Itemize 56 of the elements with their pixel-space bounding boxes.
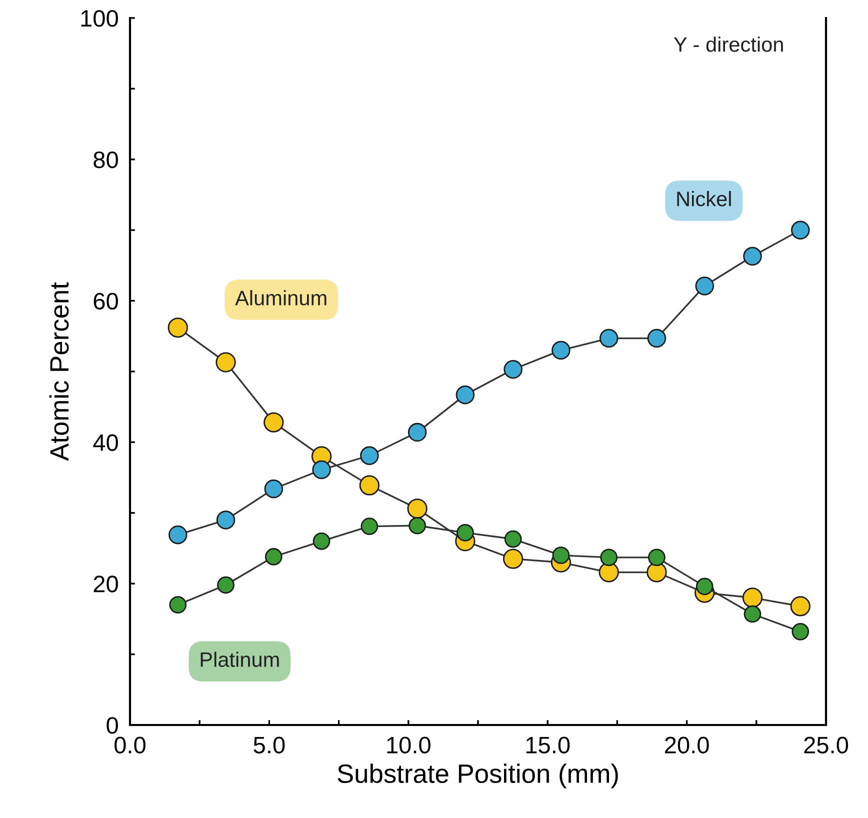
point xyxy=(408,422,427,442)
point xyxy=(599,328,618,348)
point xyxy=(216,510,236,530)
point xyxy=(312,460,331,480)
x-tick-label: 15.0 xyxy=(526,736,570,754)
point xyxy=(407,498,428,519)
point xyxy=(695,276,714,296)
point xyxy=(647,328,666,348)
point xyxy=(503,548,524,569)
x-tick-label: 5.0 xyxy=(254,736,285,754)
y-tick-label: 0 xyxy=(106,717,118,734)
point xyxy=(791,220,810,240)
point xyxy=(408,516,426,534)
y-tick-label: 20 xyxy=(94,576,118,592)
point xyxy=(742,588,763,608)
point xyxy=(168,318,188,338)
point xyxy=(552,546,570,564)
point xyxy=(744,605,762,623)
point xyxy=(264,479,284,498)
point xyxy=(360,446,379,466)
point xyxy=(168,525,188,544)
point xyxy=(217,576,234,594)
point xyxy=(600,548,618,566)
point xyxy=(264,548,282,566)
y-tick-label: 100 xyxy=(81,10,118,27)
point xyxy=(504,530,522,548)
point xyxy=(552,340,570,360)
point xyxy=(359,475,380,496)
point xyxy=(743,246,762,266)
x-tick-label: 0.0 xyxy=(114,736,146,754)
point xyxy=(504,360,522,379)
point xyxy=(646,562,667,582)
x-tick-label: 25.0 xyxy=(804,736,848,754)
annotation: Y - direction xyxy=(674,36,783,52)
x-tick-label: 20.0 xyxy=(665,736,709,754)
point xyxy=(216,352,236,372)
y-tick-label: 80 xyxy=(94,151,118,168)
point xyxy=(264,412,284,432)
point xyxy=(790,596,810,616)
point xyxy=(456,524,474,542)
y-tick-label: 40 xyxy=(93,434,118,451)
point xyxy=(360,518,378,536)
text: Nickel xyxy=(677,190,731,206)
text: Aluminum xyxy=(235,290,326,306)
point xyxy=(169,596,187,614)
y-axis-title: Atomic Percent xyxy=(49,282,69,461)
point xyxy=(598,562,619,582)
point xyxy=(312,532,330,550)
x-tick-label: 10.0 xyxy=(387,736,430,754)
point xyxy=(456,385,475,404)
point xyxy=(792,622,810,640)
text: Platinum xyxy=(200,652,279,667)
x-axis-title: Substrate Position (mm) xyxy=(338,764,618,788)
point xyxy=(648,548,666,566)
y-tick-label: 60 xyxy=(94,292,118,310)
point xyxy=(696,578,714,596)
